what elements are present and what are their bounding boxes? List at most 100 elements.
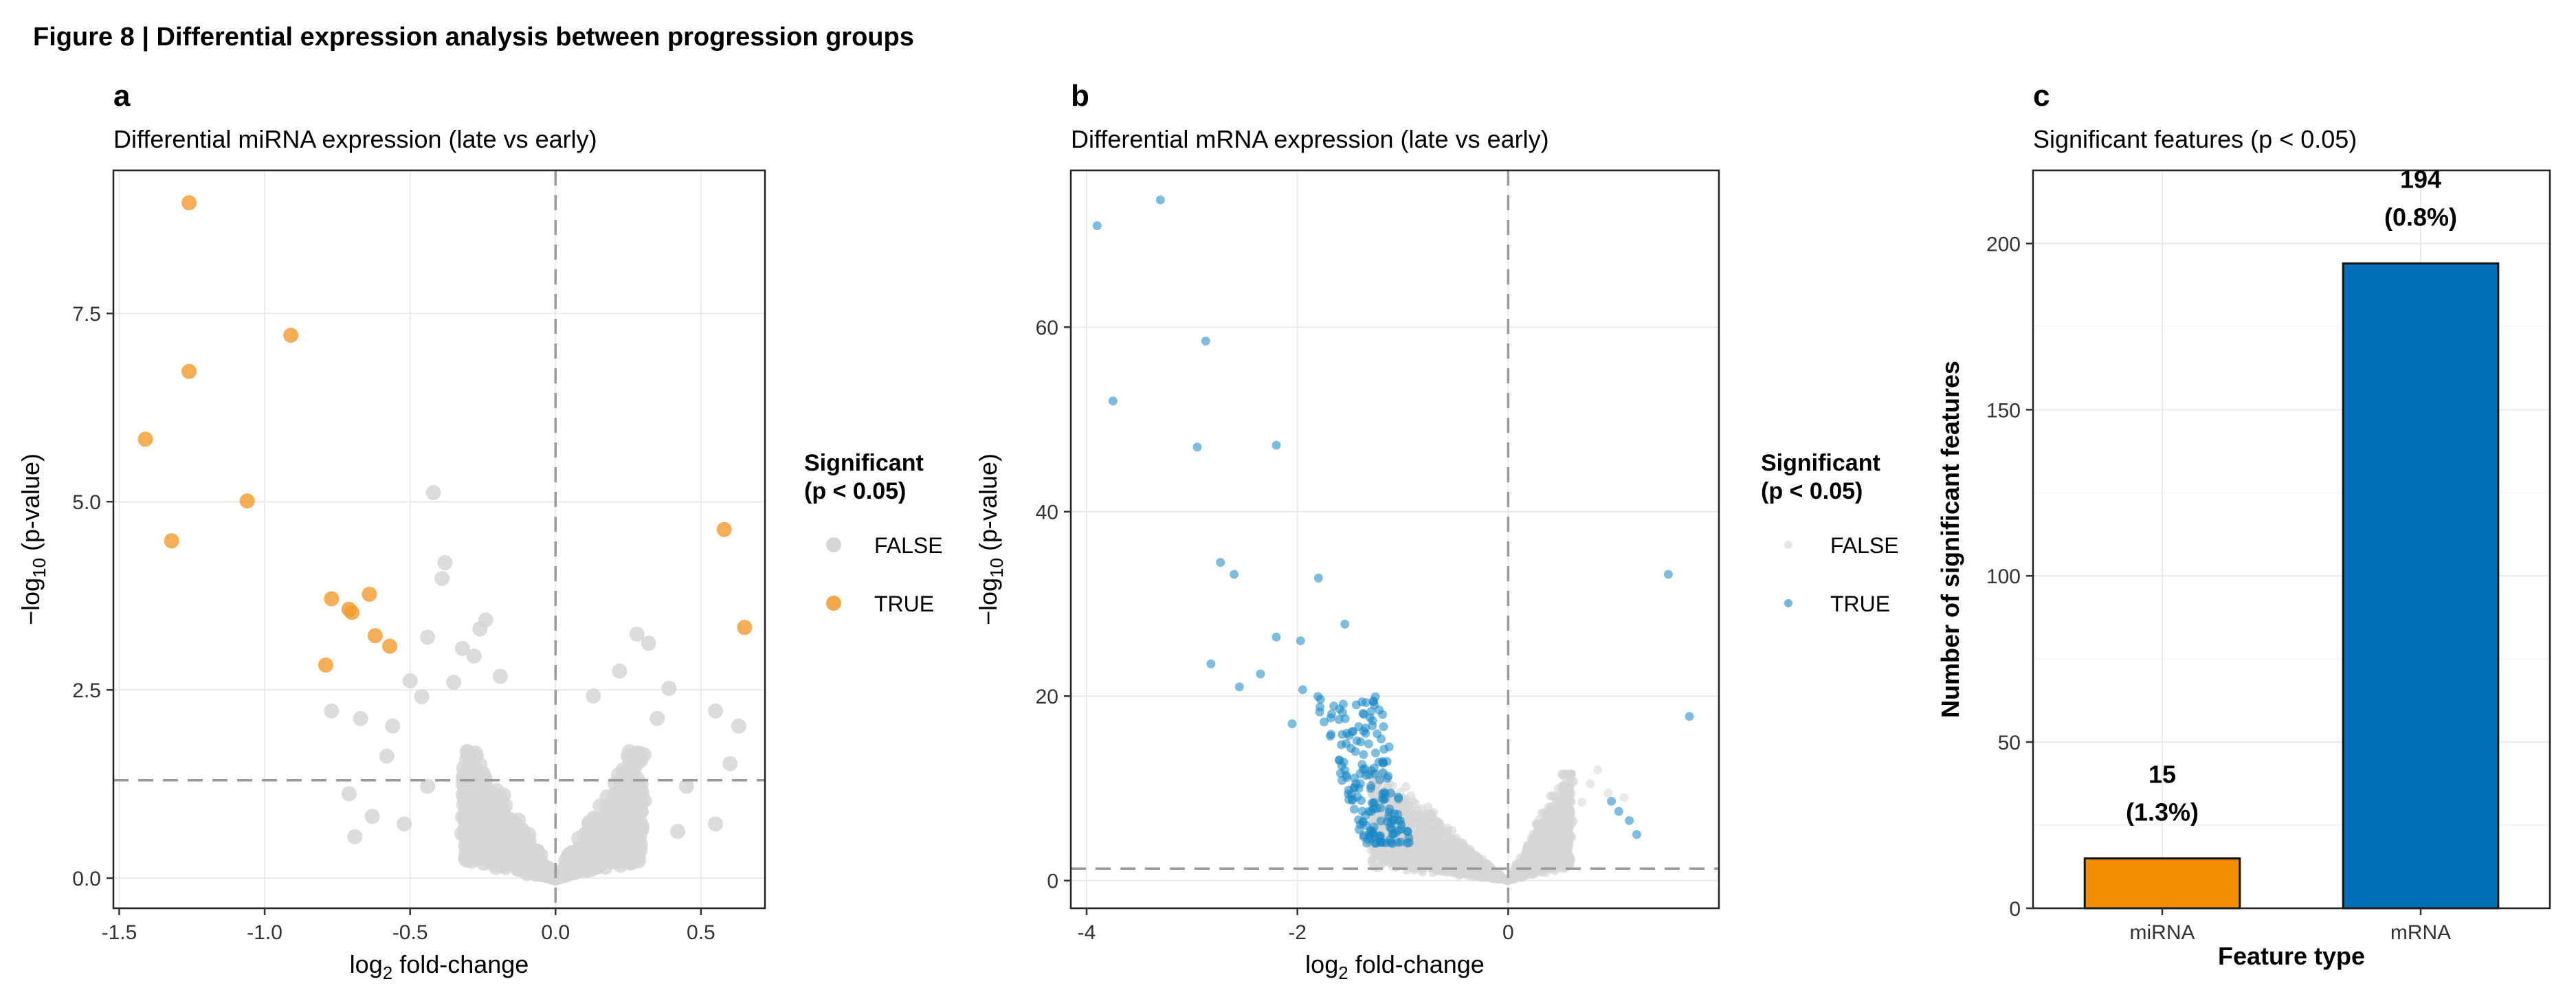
sig-point (1272, 440, 1281, 450)
panel-a-subtitle: Differential miRNA expression (late vs e… (113, 125, 597, 153)
legend-b-true-key (1784, 599, 1792, 607)
bar-chart-bars (2083, 262, 2500, 910)
legend-a-false-label: FALSE (874, 533, 943, 558)
nonsig-point (629, 627, 645, 642)
x-tick-label: -2 (1288, 921, 1307, 944)
nonsig-point (607, 787, 623, 802)
legend-b-false-label: FALSE (1830, 533, 1899, 558)
nonsig-point (1577, 798, 1587, 807)
sig-point (1663, 570, 1673, 579)
sig-point (1379, 795, 1388, 805)
nonsig-point (1529, 853, 1539, 863)
x-tick-label: 0 (1502, 921, 1514, 944)
volcano-mirna-x-axis-title: log2 fold-change (350, 950, 529, 983)
sig-point (1357, 760, 1367, 769)
sig-point (367, 628, 383, 644)
bar-chart-data-labels: 15 (1.3%) 194 (0.8%) (2126, 165, 2457, 826)
nonsig-point (621, 748, 636, 764)
y-tick-label: 7.5 (72, 303, 101, 326)
nonsig-point (1540, 835, 1549, 844)
sig-point (1216, 558, 1225, 567)
x-tick-label: mRNA (2390, 921, 2451, 944)
y-title-main: −log (974, 578, 1002, 625)
sig-point (1335, 704, 1344, 714)
volcano-mrna-reference-lines (1071, 170, 1719, 908)
legend-a-title-line2: (p < 0.05) (804, 478, 906, 504)
nonsig-point (708, 816, 724, 832)
nonsig-point (1409, 865, 1419, 875)
nonsig-point (1435, 826, 1445, 835)
nonsig-point (1554, 838, 1564, 848)
volcano-mirna-ticks: -1.5 -1.0 -0.5 0.0 0.5 0.0 2.5 5.0 7.5 (72, 303, 715, 944)
nonsig-point (1545, 850, 1555, 859)
legend-b-false-key (1784, 541, 1792, 549)
x-title-sub: 2 (383, 963, 392, 983)
y-tick-label: 50 (1998, 732, 2021, 754)
nonsig-point (498, 798, 513, 813)
nonsig-point (1558, 821, 1568, 831)
nonsig-point (1447, 826, 1457, 835)
nonsig-point (341, 786, 357, 802)
sig-point (1298, 685, 1307, 695)
volcano-mirna-frame (112, 169, 766, 910)
y-tick-label: 20 (1036, 686, 1058, 708)
nonsig-point (612, 836, 628, 852)
sig-point (1296, 636, 1305, 646)
nonsig-point (678, 778, 694, 794)
sig-point (1396, 837, 1406, 847)
sig-point (1092, 221, 1102, 231)
y-tick-label: 40 (1036, 502, 1058, 524)
sig-point (324, 591, 340, 607)
nonsig-point (493, 813, 509, 829)
y-tick-label: 200 (1986, 233, 2021, 256)
sig-point (1234, 682, 1244, 692)
nonsig-point (1565, 818, 1575, 827)
nonsig-point (630, 821, 645, 837)
nonsig-point (1593, 765, 1603, 775)
nonsig-point (454, 640, 470, 656)
sig-point (1256, 669, 1265, 679)
nonsig-point (1550, 860, 1559, 870)
sig-point (1348, 794, 1357, 804)
y-tick-label: 150 (1986, 399, 2021, 422)
sig-point (1337, 740, 1346, 750)
sig-point (1358, 708, 1368, 718)
sig-point (1370, 748, 1380, 758)
legend-b: Significant (p < 0.05) FALSE TRUE (1761, 450, 1899, 616)
x-title-rest: fold-change (1348, 950, 1485, 978)
sig-point (1632, 830, 1641, 840)
sig-point (239, 493, 255, 509)
nonsig-point (1386, 849, 1396, 859)
sig-point (1366, 784, 1375, 794)
nonsig-point (420, 778, 436, 794)
sig-point (1359, 750, 1368, 759)
nonsig-point (1434, 854, 1444, 864)
nonsig-point (1385, 858, 1395, 868)
nonsig-point (1450, 841, 1460, 851)
bar-chart-ticks: 0 50 100 150 200 miRNA mRNA (1986, 233, 2451, 944)
nonsig-point (617, 774, 632, 790)
x-tick-label: 0.0 (541, 921, 570, 944)
nonsig-point (1557, 801, 1567, 811)
nonsig-point (1542, 811, 1552, 821)
nonsig-point (731, 718, 746, 734)
sig-point (1206, 659, 1216, 668)
sig-point (1386, 838, 1395, 848)
sig-point (1390, 828, 1400, 837)
sig-point (137, 431, 153, 447)
sig-point (283, 328, 299, 344)
nonsig-point (482, 800, 498, 816)
sig-point (344, 605, 360, 620)
nonsig-point (414, 689, 430, 705)
sig-point (1370, 692, 1380, 701)
sig-point (1685, 712, 1694, 721)
sig-point (1337, 730, 1347, 739)
nonsig-point (1424, 831, 1434, 840)
nonsig-point (583, 842, 599, 857)
nonsig-point (364, 809, 380, 824)
legend-a: Significant (p < 0.05) FALSE TRUE (804, 450, 943, 616)
nonsig-point (661, 680, 677, 696)
sig-point (1377, 837, 1387, 847)
nonsig-point (1558, 781, 1568, 791)
sig-point (1361, 728, 1370, 738)
